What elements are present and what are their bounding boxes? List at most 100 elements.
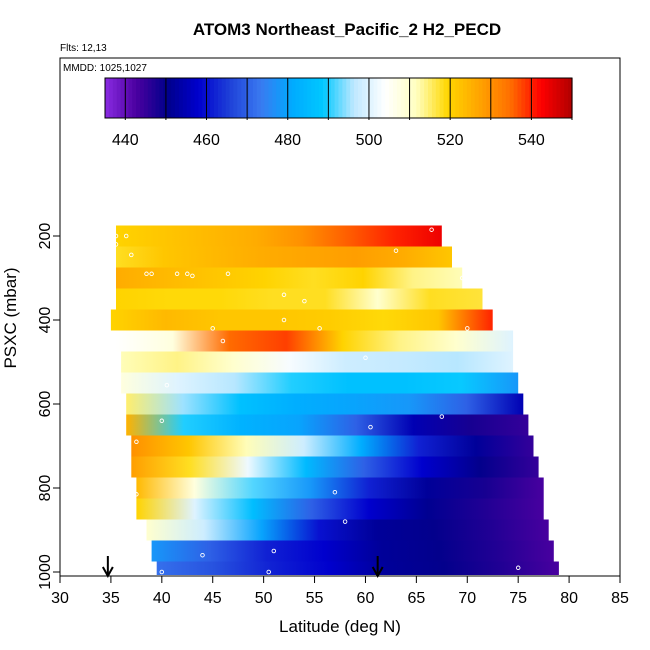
colorbar-segment [338, 78, 343, 118]
colorbar-segment [147, 78, 153, 118]
sample-marker [393, 248, 399, 253]
x-tick-label: 55 [306, 590, 324, 607]
x-tick-label: 80 [560, 590, 578, 607]
colorbar-segment [365, 78, 371, 118]
y-tick-label: 1000 [37, 554, 54, 590]
colorbar-segment [568, 78, 573, 118]
colorbar-segment [478, 78, 484, 118]
y-tick-label: 600 [37, 391, 54, 418]
colorbar-segment [116, 78, 122, 118]
sample-marker [317, 326, 322, 331]
colorbar-segment [416, 78, 421, 118]
sample-marker [225, 271, 231, 277]
colorbar-segment [377, 78, 382, 118]
colorbar-segment [463, 78, 468, 118]
sample-marker [368, 424, 373, 430]
sample-marker [159, 569, 165, 575]
sample-marker [429, 227, 434, 232]
colorbar-segment [400, 78, 406, 118]
sample-marker [149, 271, 154, 277]
colorbar-segment [392, 78, 398, 118]
colorbar-segment [171, 78, 176, 118]
colorbar-segment [490, 78, 495, 118]
colorbar-segment [533, 78, 538, 118]
sample-marker [164, 382, 170, 388]
colorbar-frame [104, 77, 573, 119]
colorbar-segment [428, 78, 433, 118]
flights-annotation: Flts: 12,13 [60, 43, 107, 54]
heatmap-row-750 [131, 456, 539, 478]
colorbar-segment [206, 78, 211, 118]
colorbar-segment [315, 78, 320, 118]
colorbar-segment [420, 78, 425, 118]
colorbar-segment [210, 78, 215, 118]
colorbar-segment [178, 78, 184, 118]
x-tick-label: 70 [458, 590, 476, 607]
y-tick-label: 400 [37, 307, 54, 334]
heatmap-row-600 [126, 393, 524, 415]
sample-marker [144, 271, 149, 277]
colorbar-segment [498, 78, 503, 118]
colorbar-segment [252, 78, 258, 118]
colorbar-segment [439, 78, 445, 118]
colorbar-segment [194, 78, 199, 118]
sample-marker [185, 271, 190, 277]
sample-markers [113, 227, 521, 575]
colorbar-tick-label: 540 [518, 132, 545, 149]
colorbar-segment [307, 78, 312, 118]
colorbar-segment [385, 78, 390, 118]
colorbar-segment [198, 78, 203, 118]
colorbar-segment [233, 78, 238, 118]
colorbar-segment [544, 78, 550, 118]
colorbar-segment [241, 78, 246, 118]
colorbar-segment [202, 78, 207, 118]
heatmap-rows [110, 225, 559, 575]
colorbar-segment [151, 78, 157, 118]
colorbar-segment [175, 78, 180, 118]
colorbar-tick-label: 480 [274, 132, 301, 149]
sample-marker [134, 439, 139, 445]
heatmap-row-250 [116, 246, 452, 268]
colorbar-segment [272, 78, 277, 118]
colorbar-segment [455, 78, 460, 118]
sample-marker [281, 317, 287, 323]
sample-marker [271, 548, 277, 554]
colorbar-segment [451, 78, 456, 118]
colorbar-segment [140, 78, 145, 118]
colorbar-segment [229, 78, 235, 118]
x-tick-label: 40 [153, 590, 171, 607]
sample-marker [220, 338, 226, 344]
sample-marker [515, 565, 521, 571]
colorbar-tick-label: 500 [356, 132, 383, 149]
colorbar-segment [221, 78, 227, 118]
colorbar-segment [501, 78, 507, 118]
sample-marker [302, 298, 307, 304]
sample-marker [439, 414, 445, 419]
sample-marker [113, 242, 119, 247]
colorbar-segment [108, 78, 114, 118]
colorbar-segment [408, 78, 414, 118]
colorbar-segment [322, 78, 328, 118]
colorbar-segment [217, 78, 223, 118]
colorbar-segment [124, 78, 129, 118]
colorbar-segment [346, 78, 351, 118]
colorbar-segment [128, 78, 133, 118]
colorbar-segment [311, 78, 316, 118]
colorbar-segment [299, 78, 305, 118]
colorbar-segment [517, 78, 523, 118]
colorbar-segment [431, 78, 437, 118]
sample-marker [210, 326, 215, 331]
heatmap-row-850 [136, 498, 544, 520]
sample-marker [342, 519, 348, 524]
sample-marker [134, 492, 139, 497]
colorbar-segment [552, 78, 558, 118]
colorbar-segment [213, 78, 219, 118]
colorbar-segment [112, 78, 118, 118]
colorbar-segment [303, 78, 308, 118]
colorbar-segment [132, 78, 137, 118]
sample-marker [363, 355, 368, 361]
colorbar-segment [248, 78, 254, 118]
colorbar-segment [357, 78, 363, 118]
flight-arrow [101, 556, 114, 579]
